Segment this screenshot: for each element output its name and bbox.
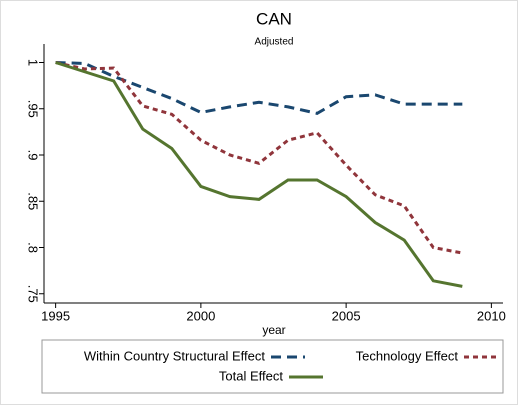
x-axis-label: year (262, 323, 285, 337)
y-tick-label: .8 (26, 242, 41, 253)
y-tick-label: .75 (26, 285, 41, 303)
legend-label: Within Country Structural Effect (84, 348, 265, 363)
x-tick-label: 1995 (41, 308, 70, 323)
y-tick-label: 1 (26, 59, 41, 66)
chart-title: CAN (256, 9, 292, 28)
y-tick-label: .85 (26, 192, 41, 210)
series-line (55, 61, 463, 288)
legend-label: Technology Effect (356, 348, 459, 363)
legend (41, 339, 504, 394)
x-tick-label: 2010 (477, 308, 506, 323)
legend-label: Total Effect (219, 368, 283, 383)
y-tick-label: .9 (26, 150, 41, 161)
x-tick-label: 2000 (186, 308, 215, 323)
series-line (55, 61, 463, 255)
x-tick-label: 2005 (332, 308, 361, 323)
y-tick-label: .95 (26, 100, 41, 118)
chart-subtitle: Adjusted (255, 37, 294, 48)
